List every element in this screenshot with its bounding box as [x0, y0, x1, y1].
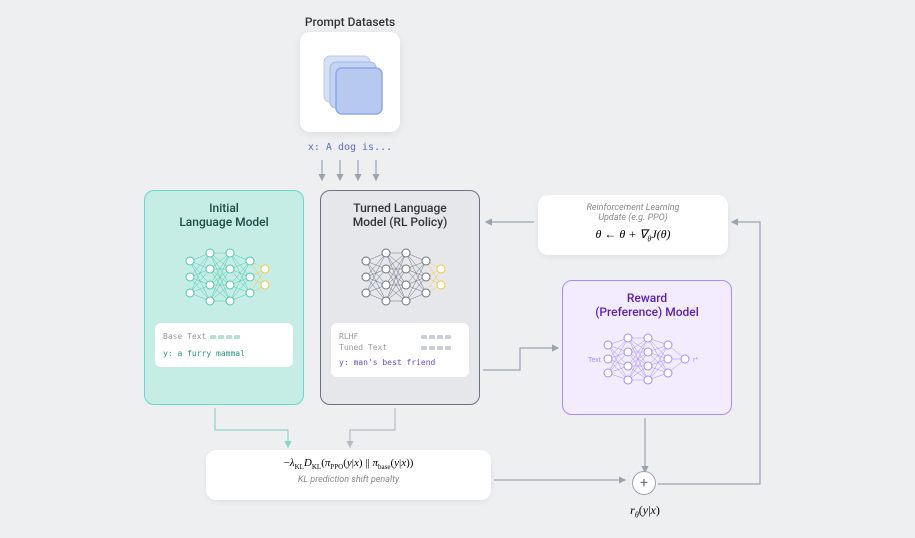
initial-model-box: Initial Language Model [144, 190, 304, 405]
reward-input-label: Text [588, 357, 601, 364]
plus-icon: + [640, 475, 648, 491]
combine-circle: + [632, 471, 656, 495]
initial-model-output: Base Text y: a furry mammal [155, 323, 293, 367]
reward-output-label: r* [693, 357, 698, 364]
stacked-squares-icon [300, 32, 400, 132]
rl-update-box: Reinforcement Learning Update (e.g. PPO)… [538, 195, 728, 255]
initial-model-title: Initial Language Model [155, 201, 293, 229]
prompt-datasets-box [300, 32, 400, 132]
reward-model-title: Reward (Preference) Model [573, 291, 721, 319]
tuned-model-network-icon [331, 237, 471, 317]
rl-update-formula: θ ← θ + ∇θJ(θ) [546, 227, 720, 243]
kl-penalty-box: −λKLDKL(πPPO(y|x) || πbase(y|x)) KL pred… [206, 450, 491, 500]
reward-model-network-icon: Text r* [573, 325, 723, 397]
prompt-datasets-title: Prompt Datasets [300, 15, 400, 29]
initial-model-network-icon [155, 237, 295, 317]
reward-output-formula: rθ(y|x) [605, 503, 685, 519]
rl-update-title: Reinforcement Learning Update (e.g. PPO) [546, 203, 720, 223]
tuned-model-output: RLHF Tuned Text y: man's best friend [331, 323, 469, 377]
sample-text: x: A dog is... [270, 142, 430, 153]
kl-penalty-subtitle: KL prediction shift penalty [216, 475, 481, 485]
kl-penalty-formula: −λKLDKL(πPPO(y|x) || πbase(y|x)) [216, 457, 481, 471]
tuned-model-box: Turned Language Model (RL Policy) [320, 190, 480, 405]
reward-model-box: Reward (Preference) Model [562, 280, 732, 415]
tuned-model-title: Turned Language Model (RL Policy) [331, 201, 469, 229]
